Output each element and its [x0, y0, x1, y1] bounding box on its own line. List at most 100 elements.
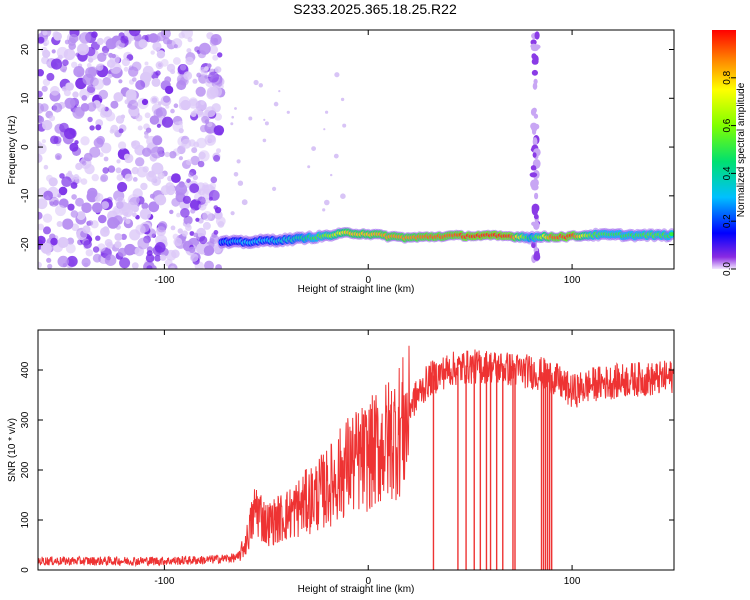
y-tick-label: 400: [20, 361, 31, 378]
noise-speckle: [63, 127, 76, 140]
noise-speckle: [74, 176, 82, 184]
y-tick-label: 300: [20, 411, 31, 428]
noise-speckle: [114, 233, 123, 241]
noise-speckle: [123, 66, 129, 72]
noise-speckle: [248, 116, 253, 121]
noise-speckle: [108, 52, 114, 58]
noise-speckle: [198, 42, 211, 55]
noise-speckle: [330, 173, 333, 177]
noise-speckle: [48, 177, 58, 187]
noise-speckle: [150, 95, 159, 105]
noise-speckle: [69, 33, 79, 44]
y-tick-label: 20: [20, 44, 31, 56]
noise-speckle: [262, 138, 267, 143]
noise-speckle: [165, 182, 175, 191]
colorbar-axes: 0.0 0.2 0.4 0.6 0.8: [722, 70, 736, 276]
y-tick-label: 0: [20, 567, 31, 573]
noise-speckle: [104, 254, 117, 266]
noise-speckle: [61, 176, 72, 187]
noise-speckle: [150, 50, 155, 55]
noise-speckle: [209, 37, 219, 47]
noise-speckle: [93, 137, 104, 148]
noise-speckle: [196, 72, 202, 78]
noise-speckle: [116, 174, 124, 181]
noise-speckle: [121, 58, 130, 67]
noise-speckle: [124, 173, 133, 182]
noise-speckle: [214, 66, 222, 73]
noise-speckle: [164, 76, 172, 84]
noise-speckle: [43, 226, 51, 235]
noise-speckle: [217, 52, 223, 58]
colorbar-tick-label: 0.0: [722, 262, 733, 276]
noise-speckle: [152, 41, 162, 52]
noise-speckle: [92, 246, 100, 253]
noise-speckle: [176, 212, 181, 218]
noise-speckle: [340, 97, 345, 102]
noise-speckle: [69, 142, 79, 152]
heatmap-layer: [38, 30, 674, 269]
noise-speckle: [46, 61, 51, 66]
noise-speckle: [170, 108, 175, 114]
noise-speckle: [131, 140, 137, 147]
noise-speckle: [103, 156, 109, 162]
noise-speckle: [106, 59, 116, 68]
noise-speckle: [163, 95, 171, 103]
noise-speckle: [66, 237, 75, 245]
noise-speckle: [157, 101, 162, 106]
stripe-blob: [531, 205, 539, 216]
noise-speckle: [191, 147, 198, 154]
colorbar-gradient: [712, 30, 736, 269]
noise-speckle: [123, 153, 131, 161]
noise-speckle: [67, 203, 75, 211]
noise-speckle: [263, 118, 266, 121]
noise-speckle: [145, 253, 155, 263]
noise-speckle: [135, 157, 145, 167]
noise-speckle: [286, 110, 290, 114]
noise-speckle: [186, 178, 191, 184]
noise-speckle: [42, 30, 48, 36]
noise-speckle: [57, 237, 69, 248]
noise-speckle: [241, 199, 248, 206]
noise-speckle: [38, 223, 45, 231]
noise-speckle: [115, 167, 122, 174]
colorbar-tick-label: 0.4: [722, 166, 733, 180]
noise-speckle: [86, 102, 97, 112]
noise-speckle: [62, 59, 69, 66]
noise-speckle: [264, 121, 269, 126]
noise-speckle: [137, 237, 150, 250]
noise-speckle: [213, 125, 225, 136]
noise-speckle: [217, 221, 225, 228]
stripe-blob: [532, 152, 537, 158]
noise-speckle: [272, 186, 277, 191]
snr-xlabel: Height of straight line (km): [298, 584, 415, 595]
noise-speckle: [122, 216, 127, 221]
noise-speckle: [38, 102, 45, 114]
noise-speckle: [142, 147, 152, 157]
x-tick-label: 0: [365, 576, 371, 587]
noise-speckle: [91, 173, 100, 182]
noise-speckle: [113, 215, 123, 226]
noise-speckle: [177, 228, 183, 234]
noise-speckle: [42, 119, 53, 131]
noise-speckle: [100, 142, 112, 154]
noise-speckle: [216, 148, 221, 154]
noise-speckle: [61, 86, 68, 92]
noise-speckle: [97, 52, 107, 62]
noise-speckle: [258, 83, 263, 88]
colorbar-tick-label: 0.6: [722, 118, 733, 132]
noise-speckle: [175, 183, 188, 196]
noise-speckle: [205, 106, 216, 118]
noise-speckle: [154, 254, 162, 262]
noise-speckle: [67, 170, 73, 175]
snr-ylabel: SNR (10 * v/v): [7, 418, 18, 482]
noise-speckle: [76, 211, 86, 221]
noise-speckle: [82, 225, 91, 234]
noise-speckle: [124, 243, 136, 256]
noise-speckle: [38, 211, 43, 220]
noise-speckle: [209, 45, 219, 55]
noise-speckle: [208, 71, 219, 83]
stripe-blob: [533, 214, 539, 220]
noise-speckle: [173, 103, 179, 108]
stripe-blob: [534, 123, 540, 130]
noise-speckle: [38, 69, 44, 77]
